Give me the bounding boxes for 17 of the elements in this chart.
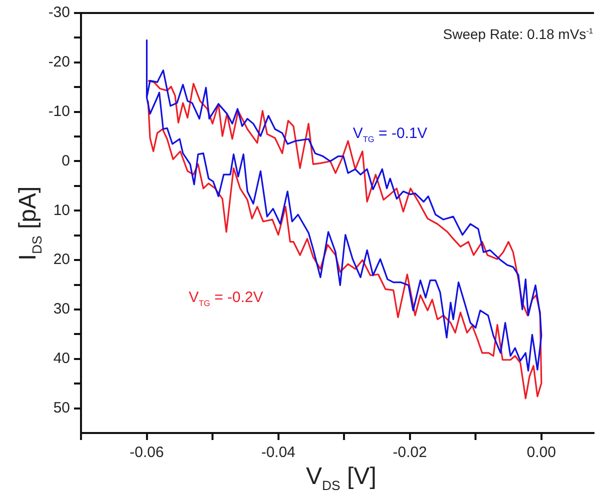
y-tick-label: 10 (53, 202, 70, 219)
y-tick-label: -10 (48, 102, 70, 120)
y-tick-label: 0 (62, 152, 70, 170)
x-tick-label: -0.06 (130, 444, 164, 462)
y-tick-label: -30 (48, 4, 70, 22)
text: V$_{TG}$ = -0.2V (188, 289, 264, 308)
annotation: Sweep Rate: 0.18 mVs$^{-1}$ (443, 26, 594, 42)
x-tick-label: -0.02 (392, 444, 427, 462)
y-tick-label: 40 (53, 350, 70, 368)
series-label: V$_{TG}$ = -0.1V (352, 125, 428, 145)
y-tick-label: 20 (53, 251, 70, 268)
y-tick-label: -20 (48, 54, 70, 71)
x-tick-label: 0.00 (526, 444, 556, 462)
y-tick-label: 30 (53, 300, 70, 318)
x-axis-title: V$_{DS}$ [V] (306, 463, 376, 493)
x-tick-label: -0.04 (261, 444, 296, 462)
y-tick-label: 50 (53, 399, 70, 416)
